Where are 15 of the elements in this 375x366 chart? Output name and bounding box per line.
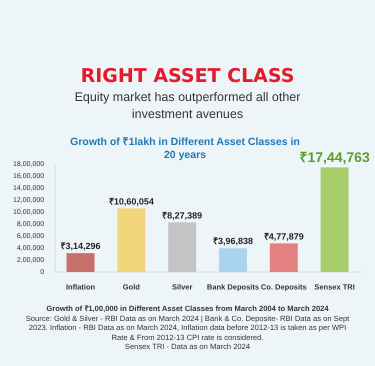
data-label: ₹3,14,296 bbox=[60, 241, 101, 252]
bar bbox=[117, 208, 146, 272]
bar bbox=[168, 222, 196, 272]
data-label: ₹4,77,879 bbox=[264, 231, 304, 242]
chart-title: RIGHT ASSET CLASS bbox=[80, 65, 296, 87]
text: Growth of ₹1lakh in Different Asset Classes in 20 years bbox=[70, 136, 300, 162]
data-label: ₹8,27,389 bbox=[162, 210, 202, 220]
data-label: ₹10,60,054 bbox=[108, 196, 154, 206]
bar bbox=[270, 243, 298, 272]
chart-subtitle: Equity market has outperformed all other investment avenues bbox=[74, 89, 302, 123]
bar bbox=[219, 248, 247, 272]
bar bbox=[66, 253, 95, 272]
data-label: ₹17,44,763 bbox=[299, 149, 370, 166]
bar bbox=[320, 167, 349, 272]
data-label: ₹3,96,838 bbox=[212, 236, 253, 246]
